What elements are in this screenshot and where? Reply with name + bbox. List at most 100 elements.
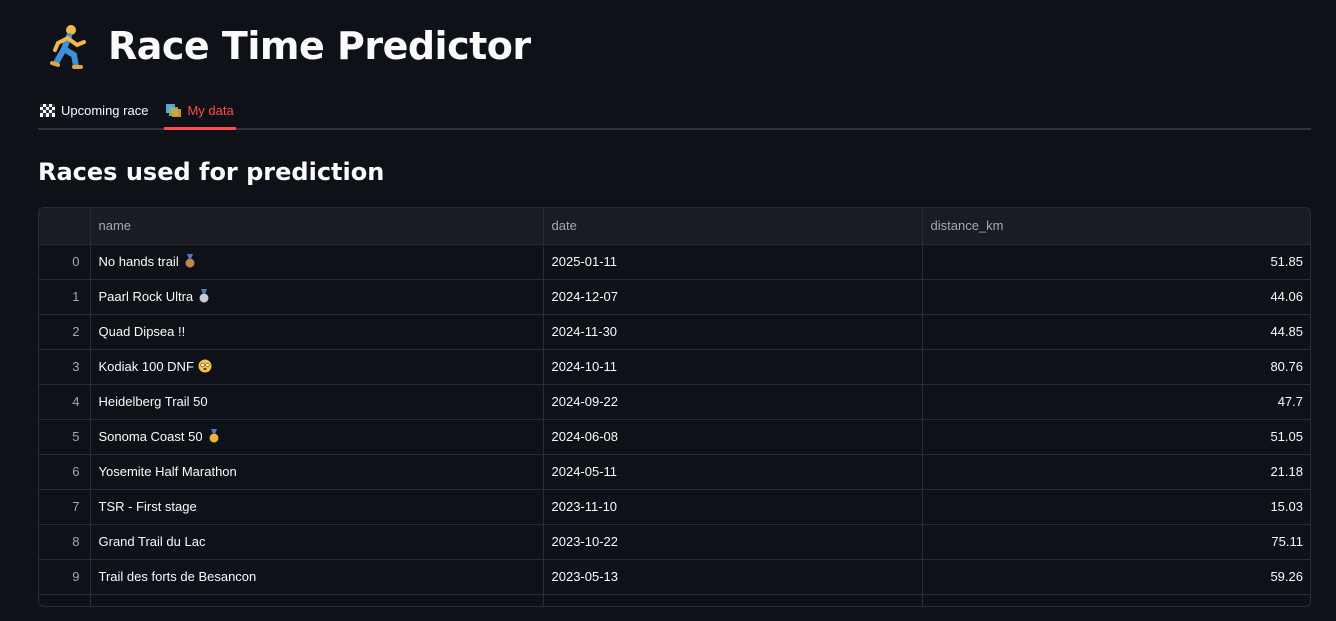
row-index[interactable]: 5 [39, 419, 91, 455]
cell-name-text: Yosemite Half Marathon [98, 464, 237, 479]
cell-date[interactable]: 2023-10-22 [543, 524, 923, 560]
table-row: 4 Heidelberg Trail 50 2024-09-22 47.7 [39, 384, 1310, 420]
section-heading: Races used for prediction [38, 158, 385, 186]
row-index[interactable]: 6 [39, 454, 91, 490]
table-header-row: name date distance_km [39, 208, 1310, 245]
table-row: 8 Grand Trail du Lac 2023-10-22 75.11 [39, 524, 1310, 560]
cell-name-text: Paarl Rock Ultra [98, 289, 194, 304]
table-row: 5 Sonoma Coast 50 2024-06-08 51.05 [39, 419, 1310, 455]
cell-date-text: 2024-11-30 [551, 324, 618, 339]
bar-chart-icon [166, 103, 182, 117]
column-header-date[interactable]: date [543, 208, 923, 245]
row-index-text: 9 [72, 569, 80, 584]
column-header-name[interactable]: name [90, 208, 544, 245]
row-index-text: 4 [72, 394, 80, 409]
cell-name[interactable]: Trail des forts de Besancon [90, 559, 544, 595]
cell-name[interactable]: Kodiak 100 DNF [90, 349, 544, 385]
tab-label: Upcoming race [61, 102, 149, 118]
table-row: 0 No hands trail 2025-01-11 51.85 [39, 244, 1310, 280]
tab-upcoming-race[interactable]: Upcoming race [38, 92, 150, 128]
row-index[interactable]: 8 [39, 524, 91, 560]
row-index[interactable]: 9 [39, 559, 91, 595]
cell-date[interactable]: 2024-11-30 [543, 314, 923, 350]
row-index[interactable]: 4 [39, 384, 91, 420]
title-text: Race Time Predictor [108, 24, 531, 68]
cell-distance-text: 44.06 [1270, 289, 1303, 304]
tab-label: My data [187, 102, 234, 118]
dizzy-face-icon [198, 359, 212, 373]
cell-name[interactable]: Sonoma Coast 50 [90, 419, 544, 455]
row-index-text: 8 [72, 534, 80, 549]
bronze-medal-icon [184, 254, 195, 268]
cell-distance[interactable]: 51.05 [922, 419, 1310, 455]
page-title: Race Time Predictor [46, 20, 531, 72]
row-index-text: 2 [72, 324, 80, 339]
cell-distance-text: 59.26 [1270, 569, 1303, 584]
cell-date-text: 2025-01-11 [551, 254, 618, 269]
tab-my-data[interactable]: My data [164, 92, 236, 130]
table-row: 1 Paarl Rock Ultra 2024-12-07 44.06 [39, 279, 1310, 315]
cell-distance[interactable]: 51.85 [922, 244, 1310, 280]
table-row-partial [39, 594, 1310, 606]
empty-cell [543, 594, 923, 606]
cell-date[interactable]: 2024-05-11 [543, 454, 923, 490]
tab-bar: Upcoming race My data [38, 92, 1311, 130]
cell-distance-text: 15.03 [1270, 499, 1303, 514]
cell-date-text: 2024-10-11 [551, 359, 618, 374]
row-index-text: 1 [72, 289, 80, 304]
cell-distance-text: 44.85 [1270, 324, 1303, 339]
row-index[interactable]: 2 [39, 314, 91, 350]
cell-distance[interactable]: 75.11 [922, 524, 1310, 560]
index-column-header[interactable] [39, 208, 91, 245]
cell-distance[interactable]: 80.76 [922, 349, 1310, 385]
cell-date-text: 2023-05-13 [551, 569, 619, 584]
empty-cell [39, 594, 91, 606]
gold-medal-icon [208, 429, 219, 443]
cell-distance[interactable]: 44.85 [922, 314, 1310, 350]
table-row: 3 Kodiak 100 DNF 2024-10-11 80.76 [39, 349, 1310, 385]
cell-name[interactable]: Heidelberg Trail 50 [90, 384, 544, 420]
cell-date[interactable]: 2024-06-08 [543, 419, 923, 455]
cell-name-text: Sonoma Coast 50 [98, 429, 203, 444]
row-index[interactable]: 3 [39, 349, 91, 385]
cell-name[interactable]: Paarl Rock Ultra [90, 279, 544, 315]
cell-name-text: Trail des forts de Besancon [98, 569, 257, 584]
cell-distance[interactable]: 15.03 [922, 489, 1310, 525]
table-row: 6 Yosemite Half Marathon 2024-05-11 21.18 [39, 454, 1310, 490]
cell-date-text: 2024-05-11 [551, 464, 618, 479]
cell-distance-text: 51.85 [1270, 254, 1303, 269]
cell-date[interactable]: 2023-11-10 [543, 489, 923, 525]
races-dataframe[interactable]: name date distance_km 0 No hands trail 202… [38, 207, 1311, 607]
empty-cell [90, 594, 544, 606]
checkered-flag-icon [40, 103, 55, 117]
cell-name[interactable]: Quad Dipsea !! [90, 314, 544, 350]
cell-name[interactable]: Grand Trail du Lac [90, 524, 544, 560]
cell-name[interactable]: Yosemite Half Marathon [90, 454, 544, 490]
row-index-text: 5 [72, 429, 80, 444]
cell-distance-text: 75.11 [1271, 534, 1303, 549]
cell-name-text: No hands trail [98, 254, 179, 269]
row-index[interactable]: 0 [39, 244, 91, 280]
table-row: 2 Quad Dipsea !! 2024-11-30 44.85 [39, 314, 1310, 350]
cell-date[interactable]: 2024-12-07 [543, 279, 923, 315]
cell-name-text: Kodiak 100 DNF [98, 359, 194, 374]
cell-date[interactable]: 2025-01-11 [543, 244, 923, 280]
cell-date[interactable]: 2024-10-11 [543, 349, 923, 385]
cell-name[interactable]: TSR - First stage [90, 489, 544, 525]
cell-date-text: 2024-06-08 [551, 429, 619, 444]
cell-distance[interactable]: 59.26 [922, 559, 1310, 595]
row-index[interactable]: 7 [39, 489, 91, 525]
row-index[interactable]: 1 [39, 279, 91, 315]
cell-name[interactable]: No hands trail [90, 244, 544, 280]
cell-distance[interactable]: 47.7 [922, 384, 1310, 420]
cell-distance[interactable]: 44.06 [922, 279, 1310, 315]
column-header-distance[interactable]: distance_km [922, 208, 1310, 245]
cell-distance[interactable]: 21.18 [922, 454, 1310, 490]
table-body: 0 No hands trail 2025-01-11 51.85 1 Paarl Roc… [39, 244, 1310, 606]
table-row: 9 Trail des forts de Besancon 2023-05-13 59… [39, 559, 1310, 595]
cell-date[interactable]: 2023-05-13 [543, 559, 923, 595]
cell-date[interactable]: 2024-09-22 [543, 384, 923, 420]
runner-icon [50, 25, 86, 69]
cell-name-text: Quad Dipsea !! [98, 324, 186, 339]
